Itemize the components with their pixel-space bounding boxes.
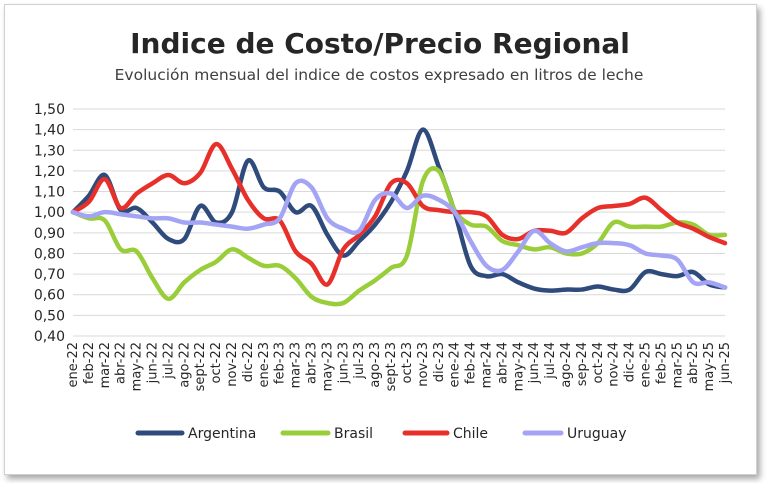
x-tick-label: feb-25 <box>654 342 669 384</box>
x-tick-label: jul-24 <box>543 342 558 380</box>
legend-label-argentina: Argentina <box>188 426 256 442</box>
legend-label-uruguay: Uruguay <box>567 426 627 442</box>
x-tick-label: mar-24 <box>479 342 494 388</box>
x-tick-label: ene-25 <box>638 342 653 387</box>
x-tick-label: jun-22 <box>146 342 161 384</box>
legend-label-brasil: Brasil <box>334 426 373 442</box>
x-tick-label: abr-24 <box>495 342 510 384</box>
legend-label-chile: Chile <box>453 426 488 442</box>
y-tick-label: 1,20 <box>34 164 65 180</box>
x-tick-label: dic-24 <box>623 342 638 382</box>
series-line-brasil <box>70 166 728 307</box>
x-tick-label: mar-23 <box>289 342 304 388</box>
x-tick-label: jul-22 <box>161 342 176 380</box>
x-tick-label: abr-22 <box>114 342 129 384</box>
x-tick-label: may-24 <box>511 342 526 391</box>
x-tick-label: ene-24 <box>448 342 463 387</box>
x-tick-label: oct-24 <box>591 342 606 383</box>
series-lines <box>70 127 728 307</box>
x-tick-label: dic-23 <box>432 342 447 382</box>
x-tick-label: jun-25 <box>718 342 733 384</box>
series-line-argentina <box>70 127 728 294</box>
x-tick-label: sep-24 <box>575 342 590 386</box>
x-tick-label: sept-23 <box>384 342 399 391</box>
x-tick-label: ago-23 <box>368 342 383 388</box>
y-tick-label: 1,40 <box>34 123 65 139</box>
x-tick-label: nov-24 <box>607 342 622 387</box>
x-tick-label: oct-22 <box>209 342 224 383</box>
gridlines <box>73 108 725 337</box>
chart-title: Indice de Costo/Precio Regional <box>130 27 630 60</box>
chart-frame <box>4 4 757 475</box>
x-tick-label: feb-24 <box>464 342 479 384</box>
x-tick-label: ene-22 <box>66 342 81 387</box>
y-tick-label: 0,90 <box>34 226 65 242</box>
x-tick-label: may-25 <box>702 342 717 391</box>
y-tick-label: 0,70 <box>34 267 65 283</box>
x-tick-label: sept-22 <box>193 342 208 391</box>
x-tick-label: mar-25 <box>670 342 685 388</box>
y-axis-ticks: 0,40 0,50 0,60 0,70 0,80 0,90 1,00 1,10 1,20 1,30… <box>34 102 65 345</box>
x-tick-label: nov-23 <box>416 342 431 387</box>
x-tick-label: ago-22 <box>177 342 192 388</box>
y-tick-label: 1,50 <box>34 102 65 118</box>
x-tick-label: ago-24 <box>559 342 574 388</box>
legend: Argentina Brasil Chile Uruguay <box>135 426 627 442</box>
x-tick-label: abr-23 <box>305 342 320 384</box>
x-tick-label: jun-23 <box>336 342 351 384</box>
series-line-uruguay <box>70 178 728 290</box>
series-line-chile <box>70 141 728 287</box>
y-tick-label: 1,00 <box>34 205 65 221</box>
x-axis-ticks: ene-22 feb-22 mar-22 abr-22 may-22 jun-22 jul-… <box>66 342 733 391</box>
x-tick-label: jul-23 <box>352 342 367 380</box>
y-tick-label: 1,10 <box>34 185 65 201</box>
y-tick-label: 0,60 <box>34 288 65 304</box>
x-tick-label: feb-23 <box>273 342 288 384</box>
x-tick-label: dic-22 <box>241 342 256 382</box>
y-tick-label: 0,40 <box>34 329 65 345</box>
x-tick-label: abr-25 <box>686 342 701 384</box>
x-tick-label: may-23 <box>320 342 335 391</box>
x-tick-label: jun-24 <box>527 342 542 384</box>
x-tick-label: may-22 <box>130 342 145 391</box>
x-tick-label: nov-22 <box>225 342 240 387</box>
y-tick-label: 1,30 <box>34 143 65 159</box>
y-tick-label: 0,50 <box>34 308 65 324</box>
x-tick-label: ene-23 <box>257 342 272 387</box>
chart-subtitle: Evolución mensual del indice de costos e… <box>115 66 644 84</box>
x-tick-label: oct-23 <box>400 342 415 383</box>
y-tick-label: 0,80 <box>34 246 65 262</box>
x-tick-label: feb-22 <box>82 342 97 384</box>
x-tick-label: mar-22 <box>98 342 113 388</box>
